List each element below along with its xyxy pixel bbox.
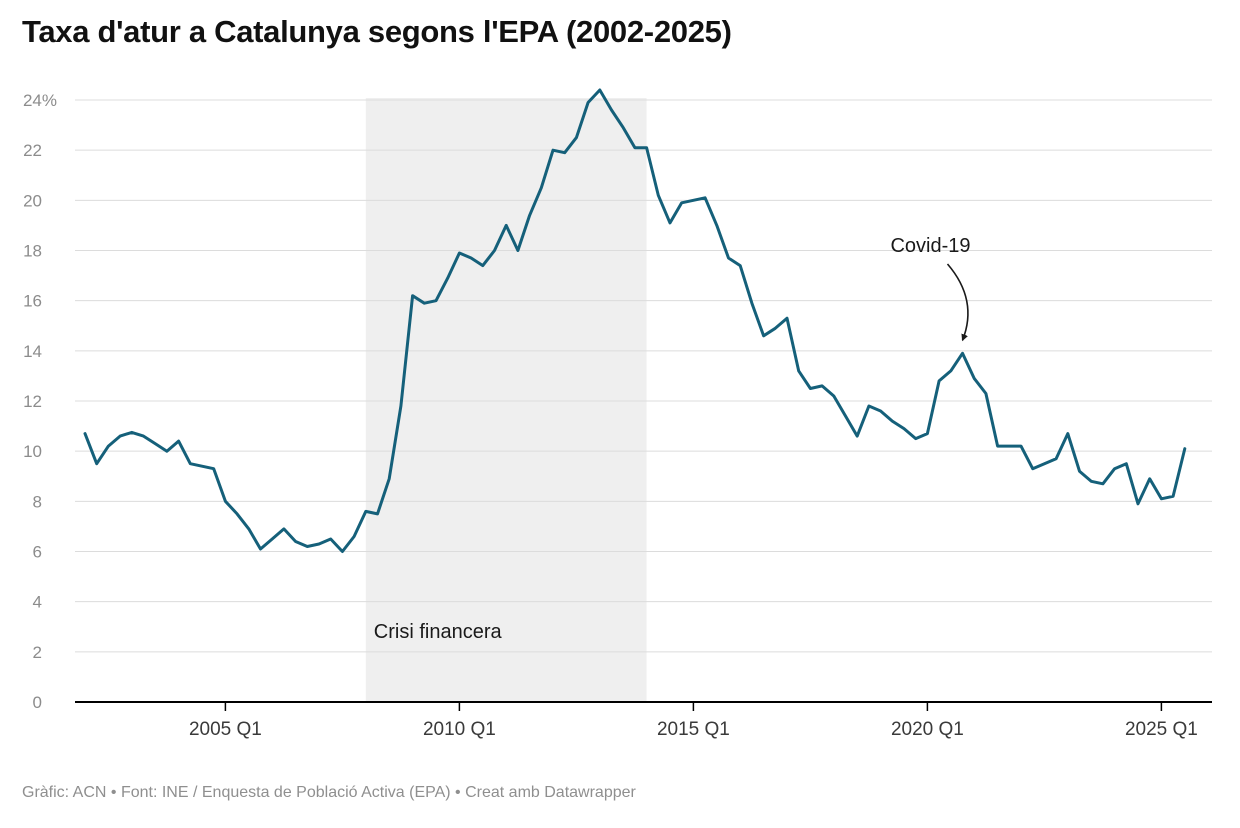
x-axis-label: 2010 Q1 xyxy=(423,719,496,740)
y-axis-label: 12 xyxy=(23,392,42,411)
covid-annotation-arrow xyxy=(946,263,969,342)
x-axis-label: 2005 Q1 xyxy=(189,719,262,740)
crisis-shaded-region xyxy=(365,98,647,702)
y-axis-label: 16 xyxy=(23,292,42,311)
y-axis-label: 10 xyxy=(23,442,42,461)
y-axis-label: 0 xyxy=(33,693,42,712)
y-axis-label: 24% xyxy=(23,91,57,110)
chart-title: Taxa d'atur a Catalunya segons l'EPA (20… xyxy=(22,14,732,49)
line-chart: 0 2 4 6 8 10 12 14 16 18 20 22 24% 2005 Q1 2010 Q1 2015… xyxy=(23,88,1212,740)
covid-annotation-label: Covid-19 xyxy=(890,235,970,257)
y-axis-label: 8 xyxy=(33,492,42,511)
crisis-region-label: Crisi financera xyxy=(374,621,503,643)
y-axis-label: 2 xyxy=(33,643,42,662)
y-axis-label: 14 xyxy=(23,342,42,361)
unemployment-line xyxy=(83,88,1187,553)
y-axis-label: 4 xyxy=(33,593,42,612)
y-axis-label: 6 xyxy=(33,543,42,562)
y-axis-label: 22 xyxy=(23,141,42,160)
x-axis-label: 2020 Q1 xyxy=(891,719,964,740)
chart-footer: Gràfic: ACN • Font: INE / Enquesta de Po… xyxy=(22,784,636,801)
y-axis-label: 20 xyxy=(23,191,42,210)
x-axis-label: 2015 Q1 xyxy=(657,719,730,740)
x-axis-label: 2025 Q1 xyxy=(1125,719,1198,740)
y-axis-label: 18 xyxy=(23,242,42,261)
